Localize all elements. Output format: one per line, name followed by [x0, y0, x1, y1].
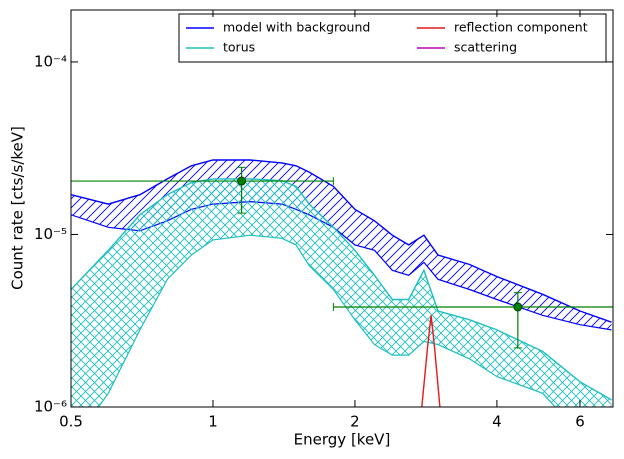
x-tick-label: 4 — [492, 413, 502, 431]
legend-label: torus — [223, 40, 255, 55]
data-point — [513, 302, 523, 312]
x-tick-label: 0.5 — [59, 413, 83, 431]
x-tick-label: 2 — [350, 413, 360, 431]
y-axis-label: Count rate [cts/s/keV] — [9, 126, 27, 290]
plot-area — [71, 159, 613, 407]
line — [421, 315, 441, 407]
y-tick-label: 10⁻⁶ — [34, 398, 67, 416]
y-tick-label: 10⁻⁵ — [34, 225, 67, 243]
legend-label: reflection component — [454, 20, 588, 35]
band-fill — [71, 178, 612, 407]
band-upper — [71, 178, 612, 401]
data-point — [237, 176, 247, 186]
x-axis-label: Energy [keV] — [294, 431, 391, 449]
legend-label: model with background — [223, 20, 370, 35]
legend-label: scattering — [454, 40, 517, 55]
plot-frame — [70, 9, 614, 408]
legend-box — [178, 13, 607, 63]
band-lower — [97, 234, 557, 407]
x-tick-label: 6 — [575, 413, 585, 431]
band-upper — [71, 159, 612, 323]
x-tick-label: 1 — [208, 413, 218, 431]
y-tick-label: 10⁻⁴ — [34, 52, 67, 70]
